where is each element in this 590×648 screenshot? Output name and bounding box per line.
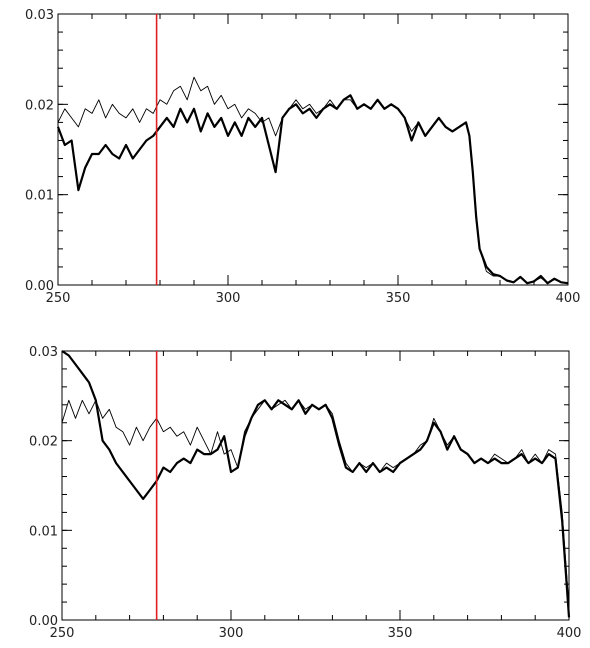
y-tick-label: 0.03 xyxy=(25,8,54,23)
series-line-thick xyxy=(56,94,569,285)
y-tick-label: 0.00 xyxy=(25,279,54,294)
y-tick-label: 0.00 xyxy=(29,614,58,629)
chart-panel-2: 250 300 350 400 0.00 0.01 0.02 0.03 xyxy=(29,345,581,641)
y-tick-label: 0.01 xyxy=(25,189,54,204)
x-tick-label: 250 xyxy=(50,626,75,641)
series-line-thin xyxy=(61,399,570,607)
x-tick-label: 350 xyxy=(386,291,411,306)
y-tick-label: 0.03 xyxy=(29,345,58,360)
x-tick-label: 250 xyxy=(46,291,71,306)
x-tick-label: 300 xyxy=(216,291,241,306)
y-tick-label: 0.02 xyxy=(29,435,58,450)
series-line-thick xyxy=(61,350,571,618)
series-line-thin xyxy=(57,76,569,284)
x-tick-label: 400 xyxy=(557,626,582,641)
x-tick-label: 350 xyxy=(388,626,413,641)
plot-frame xyxy=(57,13,569,286)
chart-panel-1: 250 300 350 400 0.00 0.01 0.02 0.03 xyxy=(25,8,580,306)
x-tick-label: 400 xyxy=(556,291,581,306)
plot-frame xyxy=(61,350,570,621)
x-tick-label: 300 xyxy=(219,626,244,641)
y-tick-label: 0.01 xyxy=(29,524,58,539)
y-tick-label: 0.02 xyxy=(25,98,54,113)
